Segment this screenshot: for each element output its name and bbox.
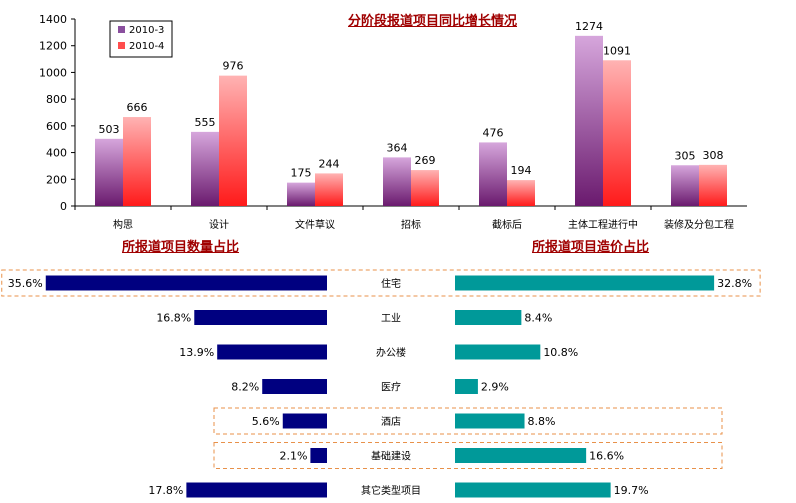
y-tick-label: 0 — [60, 200, 67, 213]
cost-value-label: 19.7% — [614, 484, 649, 497]
y-tick-label: 800 — [46, 93, 67, 106]
bar-2010-3 — [575, 35, 603, 206]
category-label: 酒店 — [381, 415, 401, 428]
cost-bar — [455, 275, 715, 291]
legend-swatch — [118, 42, 125, 49]
bar-2010-4 — [219, 75, 247, 207]
quantity-bar — [282, 413, 327, 429]
bar-value-label: 555 — [195, 116, 216, 129]
bar-value-label: 1091 — [603, 44, 631, 57]
quantity-bar — [186, 482, 327, 498]
quantity-value-label: 16.8% — [156, 312, 191, 325]
cost-value-label: 8.4% — [524, 312, 552, 325]
quantity-value-label: 2.1% — [279, 450, 307, 463]
y-tick-label: 1400 — [39, 13, 67, 26]
bar-value-label: 976 — [223, 60, 244, 73]
y-tick-label: 1000 — [39, 66, 67, 79]
chart-title: 分阶段报道项目同比增长情况 — [348, 14, 518, 29]
bar-2010-4 — [603, 60, 631, 206]
bar-value-label: 666 — [127, 101, 148, 114]
bar-value-label: 1274 — [575, 20, 603, 33]
cost-bar — [455, 344, 541, 360]
bar-value-label: 175 — [291, 167, 312, 180]
cost-value-label: 32.8% — [717, 277, 752, 290]
bar-value-label: 194 — [511, 164, 532, 177]
quantity-value-label: 5.6% — [252, 415, 280, 428]
cost-bar — [455, 448, 587, 463]
category-label: 医疗 — [381, 381, 401, 394]
bar-value-label: 269 — [415, 154, 436, 167]
category-label: 办公楼 — [376, 346, 406, 359]
bar-2010-4 — [699, 164, 727, 206]
cost-value-label: 10.8% — [543, 346, 578, 359]
bar-2010-4 — [411, 170, 439, 206]
quantity-bar — [262, 379, 327, 394]
quantity-value-label: 35.6% — [8, 277, 43, 290]
cost-bar — [455, 379, 478, 394]
quantity-bar — [194, 310, 327, 325]
bar-2010-4 — [315, 173, 343, 206]
cost-share-title: 所报道项目造价占比 — [532, 240, 650, 255]
category-label: 基础建设 — [371, 450, 411, 463]
x-tick-label: 装修及分包工程 — [664, 218, 734, 231]
bar-2010-3 — [95, 138, 123, 206]
highlight-box — [213, 442, 723, 469]
bar-2010-3 — [479, 142, 507, 206]
bar-2010-4 — [123, 117, 151, 206]
x-tick-label: 设计 — [209, 218, 229, 231]
highlight-box — [1, 269, 761, 297]
x-tick-label: 构思 — [113, 218, 133, 231]
cost-bar — [455, 310, 522, 325]
quantity-bar — [217, 344, 327, 360]
y-tick-label: 1200 — [39, 40, 67, 53]
legend-swatch — [118, 26, 125, 33]
cost-bar — [455, 413, 525, 429]
quantity-bar — [310, 448, 327, 463]
x-tick-label: 主体工程进行中 — [568, 218, 638, 231]
legend-label: 2010-4 — [129, 41, 164, 52]
bar-value-label: 503 — [99, 123, 120, 136]
bar-value-label: 364 — [387, 141, 408, 154]
cost-value-label: 2.9% — [481, 381, 509, 394]
category-label: 工业 — [381, 313, 401, 325]
bar-2010-3 — [191, 131, 219, 206]
stage-comparison-chart: 0 200 400 600 800 1000 1200 1400 构思 503 666 设计 555 9… — [39, 13, 747, 231]
y-tick-label: 600 — [46, 120, 67, 133]
bar-value-label: 244 — [319, 157, 340, 170]
cost-value-label: 8.8% — [528, 415, 556, 428]
highlight-box — [213, 407, 723, 435]
x-tick-label: 截标后 — [492, 218, 522, 231]
quantity-value-label: 17.8% — [148, 484, 183, 497]
bar-2010-4 — [507, 180, 535, 206]
legend-label: 2010-3 — [129, 25, 164, 36]
y-tick-label: 200 — [46, 173, 67, 186]
x-tick-label: 文件草议 — [295, 218, 335, 231]
bar-2010-3 — [671, 165, 699, 206]
bar-2010-3 — [383, 157, 411, 206]
bar-value-label: 476 — [483, 126, 504, 139]
x-tick-label: 招标 — [401, 218, 421, 231]
bar-2010-3 — [287, 182, 315, 206]
bar-value-label: 305 — [675, 149, 696, 162]
y-tick-label: 400 — [46, 147, 67, 160]
quantity-value-label: 13.9% — [179, 346, 214, 359]
quantity-share-title: 所报道项目数量占比 — [122, 240, 240, 255]
cost-value-label: 16.6% — [589, 450, 624, 463]
quantity-bar — [45, 275, 327, 291]
quantity-value-label: 8.2% — [231, 381, 259, 394]
category-label: 其它类型项目 — [361, 484, 421, 497]
bar-value-label: 308 — [703, 149, 724, 162]
legend: 2010-3 2010-4 — [109, 20, 173, 58]
category-label: 住宅 — [381, 277, 401, 290]
cost-bar — [455, 482, 611, 498]
